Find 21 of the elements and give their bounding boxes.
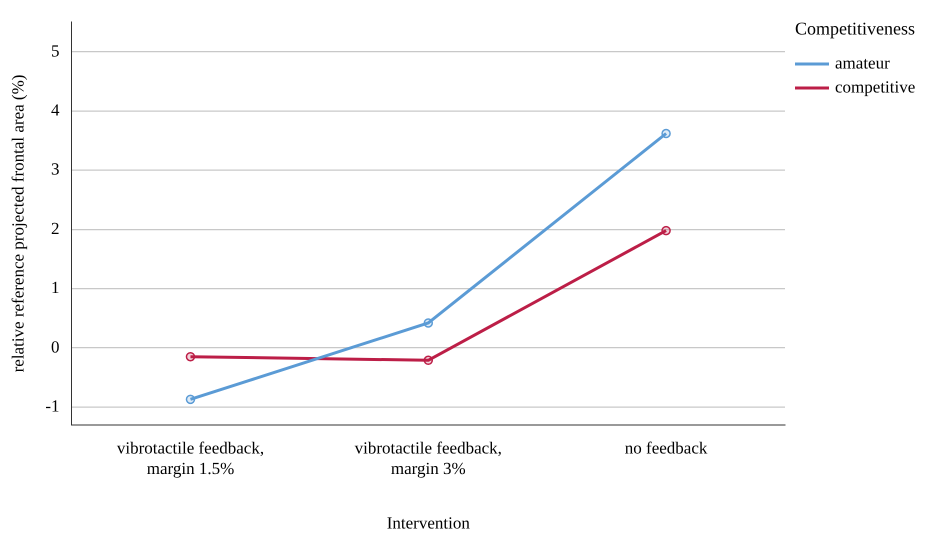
point [661,128,671,138]
y-tick-label: 3 [51,160,60,179]
legend-label: competitive [835,77,916,96]
x-tick-label: no feedback [624,438,708,458]
y-tick-label: 2 [51,218,60,238]
x-axis-title: Intervention [386,513,470,532]
y-tick-label: 1 [51,278,60,298]
point [424,318,434,328]
y-tick-label: 0 [51,337,60,356]
point [186,352,196,362]
y-axis-title: relative reference projected frontal area (%) [8,74,28,372]
x-tick-label: vibrotactile feedback, margin 3% [354,438,502,478]
point [424,356,434,366]
x-tick-label: vibrotactile feedback, margin 1.5% [116,438,264,478]
point [661,226,671,236]
point [186,394,196,404]
y-tick-label: 5 [51,41,60,60]
y-tick-label: 4 [51,100,60,120]
y-tick-label: -1 [45,396,60,416]
legend-title: Competitiveness [795,18,915,39]
legend-label: amateur [835,53,890,72]
